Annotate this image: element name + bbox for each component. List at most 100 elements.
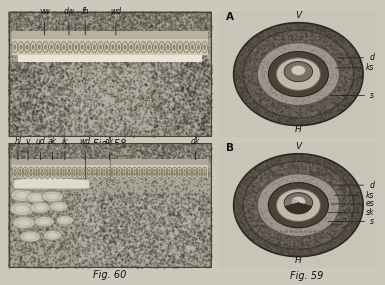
Point	[178, 59, 184, 64]
Point	[51, 14, 57, 19]
Point	[326, 218, 333, 223]
Point	[145, 75, 151, 80]
Point	[295, 103, 301, 108]
Point	[157, 231, 163, 236]
Point	[244, 174, 250, 178]
Point	[175, 166, 181, 171]
Point	[240, 105, 246, 109]
Point	[290, 87, 296, 91]
Point	[327, 58, 333, 63]
Point	[298, 85, 304, 90]
Point	[331, 39, 337, 44]
Point	[281, 195, 287, 199]
Point	[84, 114, 90, 118]
Point	[118, 253, 124, 258]
Point	[201, 112, 207, 117]
Point	[307, 214, 313, 218]
Point	[84, 194, 90, 199]
Point	[52, 13, 58, 18]
Point	[238, 82, 244, 86]
Point	[191, 102, 198, 106]
Point	[191, 249, 197, 253]
Point	[77, 86, 84, 91]
Point	[44, 191, 50, 195]
Point	[45, 134, 51, 138]
Point	[139, 127, 146, 132]
Point	[8, 98, 14, 103]
Point	[104, 217, 110, 222]
Point	[73, 17, 79, 21]
Point	[85, 33, 92, 38]
Point	[68, 93, 74, 97]
Point	[240, 205, 246, 210]
Point	[69, 37, 75, 42]
Point	[308, 86, 314, 91]
Point	[290, 67, 296, 72]
Point	[288, 232, 294, 237]
Point	[288, 69, 295, 73]
Point	[142, 228, 148, 233]
Point	[189, 10, 195, 15]
Point	[339, 63, 345, 68]
Point	[87, 133, 93, 138]
Point	[254, 82, 260, 87]
Point	[160, 231, 166, 235]
Point	[62, 62, 69, 66]
Point	[293, 103, 299, 107]
Point	[296, 87, 302, 92]
Point	[290, 79, 296, 84]
Point	[196, 98, 202, 103]
Point	[76, 20, 82, 25]
Point	[159, 150, 165, 155]
Point	[127, 154, 133, 158]
Point	[151, 109, 157, 113]
Point	[281, 206, 287, 211]
Point	[42, 93, 48, 98]
Point	[103, 11, 109, 15]
Point	[88, 61, 94, 66]
Point	[134, 148, 140, 153]
Point	[98, 251, 104, 255]
Point	[291, 205, 297, 210]
Point	[340, 56, 346, 61]
Point	[39, 99, 45, 104]
Point	[301, 190, 308, 194]
Point	[126, 213, 132, 217]
Point	[190, 108, 196, 113]
Point	[347, 97, 353, 102]
Point	[291, 244, 297, 249]
Point	[152, 222, 159, 226]
Ellipse shape	[19, 169, 21, 173]
Point	[90, 90, 96, 95]
Point	[353, 72, 359, 77]
Point	[301, 186, 307, 190]
Point	[331, 251, 337, 255]
Point	[9, 153, 15, 158]
Point	[326, 56, 332, 61]
Point	[91, 142, 97, 147]
Point	[298, 69, 304, 74]
Point	[342, 248, 348, 253]
Point	[52, 156, 58, 160]
Point	[108, 66, 114, 70]
Point	[187, 238, 193, 242]
Point	[105, 18, 112, 22]
Point	[321, 187, 328, 192]
Point	[348, 183, 354, 188]
Point	[301, 85, 307, 90]
Point	[286, 226, 292, 231]
Point	[173, 151, 179, 155]
Point	[263, 58, 269, 63]
Point	[200, 119, 206, 124]
Point	[276, 239, 282, 244]
Point	[122, 74, 129, 79]
Point	[122, 232, 128, 236]
Point	[105, 248, 111, 253]
Point	[355, 194, 361, 199]
Point	[304, 69, 310, 74]
Point	[286, 192, 292, 197]
Point	[275, 185, 281, 190]
Point	[360, 225, 366, 230]
Point	[281, 58, 288, 62]
Point	[339, 206, 345, 210]
